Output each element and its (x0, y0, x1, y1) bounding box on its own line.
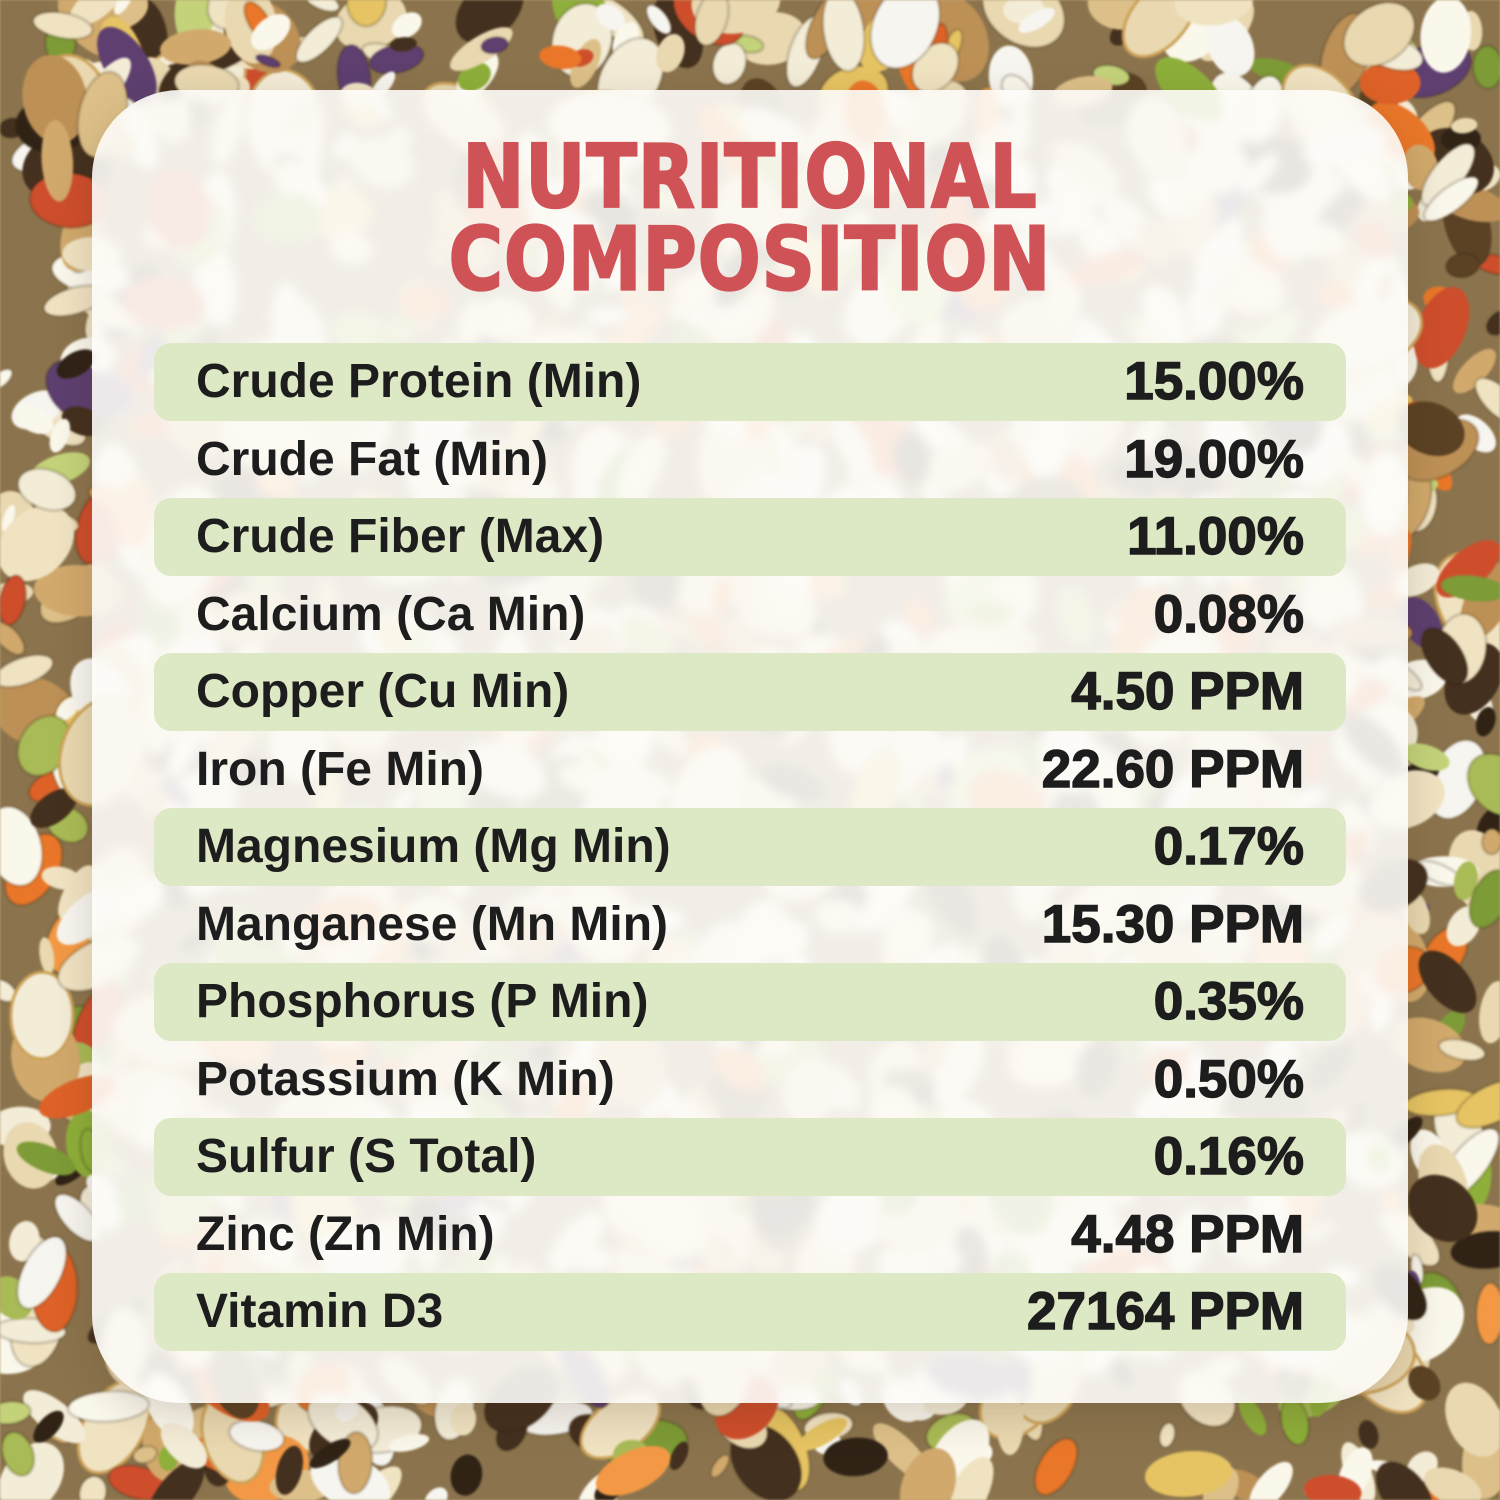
nutrient-label: Phosphorus (P Min) (196, 975, 649, 1029)
nutrient-value: 4.50 PPM (1071, 662, 1305, 722)
nutrient-row: Sulfur (S Total) 0.16% (154, 1118, 1346, 1196)
nutrient-label: Zinc (Zn Min) (196, 1207, 495, 1261)
nutrient-value: 0.16% (1153, 1127, 1305, 1187)
card-title: NUTRITIONAL COMPOSITION (92, 126, 1408, 311)
title-line-2: COMPOSITION (448, 209, 1052, 311)
nutrient-value: 0.35% (1153, 972, 1305, 1032)
nutrient-label: Crude Fiber (Max) (196, 510, 605, 564)
nutrient-label: Magnesium (Mg Min) (196, 820, 671, 874)
nutrient-row: Crude Protein (Min) 15.00% (154, 343, 1346, 421)
nutrient-value: 22.60 PPM (1041, 739, 1305, 799)
nutrient-value: 15.30 PPM (1041, 894, 1305, 954)
nutrient-row: Vitamin D3 27164 PPM (154, 1273, 1346, 1351)
nutrient-row: Iron (Fe Min) 22.60 PPM (154, 731, 1346, 809)
nutrient-value: 0.08% (1153, 584, 1305, 644)
nutrient-row: Magnesium (Mg Min) 0.17% (154, 808, 1346, 886)
nutrient-value: 0.50% (1153, 1049, 1305, 1109)
nutrient-label: Crude Protein (Min) (196, 355, 642, 409)
nutrient-label: Manganese (Mn Min) (196, 897, 669, 951)
nutrient-label: Iron (Fe Min) (196, 742, 484, 796)
nutrient-value: 11.00% (1126, 507, 1304, 567)
nutrient-row: Zinc (Zn Min) 4.48 PPM (154, 1196, 1346, 1274)
nutrient-row: Calcium (Ca Min) 0.08% (154, 576, 1346, 654)
nutrient-row: Copper (Cu Min) 4.50 PPM (154, 653, 1346, 731)
nutrient-label: Potassium (K Min) (196, 1052, 615, 1106)
nutrient-value: 27164 PPM (1026, 1282, 1304, 1342)
nutrient-label: Sulfur (S Total) (196, 1130, 537, 1184)
nutrient-label: Copper (Cu Min) (196, 665, 570, 719)
nutrient-row: Crude Fiber (Max) 11.00% (154, 498, 1346, 576)
nutrition-table: Crude Protein (Min) 15.00% Crude Fat (Min)… (154, 343, 1346, 1351)
nutrient-value: 4.48 PPM (1071, 1204, 1305, 1264)
nutrient-row: Potassium (K Min) 0.50% (154, 1041, 1346, 1119)
nutrition-card: NUTRITIONAL COMPOSITION Crude Protein (M… (92, 90, 1408, 1403)
title-line-1: NUTRITIONAL (461, 126, 1038, 229)
nutrient-label: Vitamin D3 (196, 1285, 444, 1339)
nutrient-row: Phosphorus (P Min) 0.35% (154, 963, 1346, 1041)
nutrient-row: Crude Fat (Min) 19.00% (154, 421, 1346, 499)
nutrient-label: Calcium (Ca Min) (196, 587, 586, 641)
nutrient-row: Manganese (Mn Min) 15.30 PPM (154, 886, 1346, 964)
nutrient-value: 15.00% (1124, 352, 1305, 412)
nutrient-value: 0.17% (1153, 817, 1305, 877)
nutrient-label: Crude Fat (Min) (196, 432, 548, 486)
nutrient-value: 19.00% (1124, 429, 1305, 489)
